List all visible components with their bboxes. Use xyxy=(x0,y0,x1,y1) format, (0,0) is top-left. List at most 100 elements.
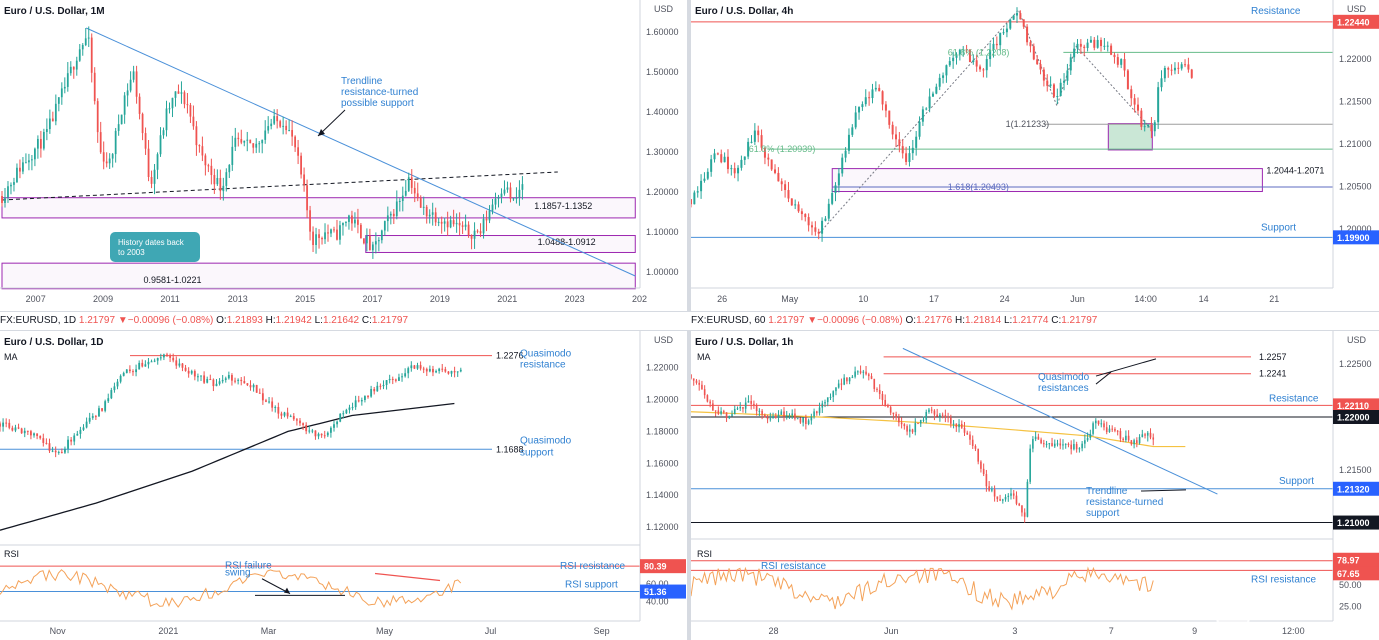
monthly-candle xyxy=(141,113,144,134)
h1-trendline-label: support xyxy=(1086,508,1120,519)
h4-candle xyxy=(1009,19,1012,29)
monthly-candle xyxy=(374,241,377,245)
daily-candle xyxy=(246,383,249,386)
monthly-candle xyxy=(321,238,323,240)
h1-candle xyxy=(1007,495,1010,498)
h1-candle xyxy=(733,409,736,415)
h1-candle xyxy=(1012,493,1015,496)
h1-candle xyxy=(1053,443,1056,447)
daily-candle xyxy=(30,431,32,436)
daily-candle xyxy=(94,416,97,418)
daily-candle xyxy=(286,412,289,417)
daily-rsi-support-price-tag xyxy=(640,584,686,599)
chart-1h[interactable]: MA 1.2257 1.2241 Quasimodo resistances Trendl… xyxy=(691,331,1379,640)
h4-candle xyxy=(831,193,834,204)
high-label: H: xyxy=(955,315,965,326)
h4-resistance-label: Resistance xyxy=(1251,6,1301,17)
monthly-candle xyxy=(404,190,407,196)
h1-candle xyxy=(744,402,747,409)
symbol-label[interactable]: FX:EURUSD, 1D xyxy=(0,315,77,326)
monthly-candle xyxy=(407,177,410,191)
h1-candle xyxy=(1056,443,1059,445)
h4-candle xyxy=(895,134,898,140)
h1-x-tick: 9 xyxy=(1192,626,1197,636)
daily-candle xyxy=(302,423,304,425)
monthly-chart-svg: 1.1857-1.1352 1.0488-1.0912 0.9581-1.0221 T… xyxy=(0,0,687,311)
chart-4h[interactable]: 1.2044-1.2071 61.8% (1.2208) 61.8% (1.2093… xyxy=(691,0,1379,311)
monthly-candle xyxy=(165,108,168,131)
daily-candle xyxy=(311,430,314,432)
h4-candle xyxy=(774,169,777,173)
h1-candle xyxy=(813,411,815,417)
h4-zone xyxy=(831,168,1263,193)
h4-candle xyxy=(1015,13,1018,16)
h4-support-price-tag-text: 1.19900 xyxy=(1337,233,1370,243)
h4-resistance-price-tag-text: 1.22440 xyxy=(1337,17,1370,27)
monthly-candle xyxy=(39,138,42,149)
daily-candle xyxy=(367,396,369,398)
monthly-candle xyxy=(102,152,105,162)
h1-candle xyxy=(908,429,911,432)
monthly-candle xyxy=(512,198,515,200)
h1-candle xyxy=(1144,434,1146,436)
h1-candle xyxy=(764,414,766,418)
h1-candle xyxy=(1114,428,1116,431)
h1-candle xyxy=(848,377,851,382)
h1-level-price-tag-text: 1.22110 xyxy=(1337,401,1369,411)
monthly-trendline-note: possible support xyxy=(341,98,414,109)
h4-candle xyxy=(763,147,766,158)
monthly-candle xyxy=(156,154,159,170)
h1-candle xyxy=(712,403,714,411)
h4-candle xyxy=(1002,32,1005,34)
chart-daily[interactable]: 1.2276 1.1688 Quasimodo resistance Quasimodo… xyxy=(0,331,687,640)
h4-candle xyxy=(743,156,746,160)
monthly-zone-label: 1.0488-1.0912 xyxy=(538,237,596,247)
monthly-x-tick: 2021 xyxy=(497,294,517,304)
h4-candle xyxy=(962,49,965,51)
h4-candle xyxy=(1049,84,1052,86)
h1-x-tick: 3 xyxy=(1012,626,1017,636)
h1-candle xyxy=(717,410,720,414)
h4-candle xyxy=(979,66,982,70)
h4-candle xyxy=(844,150,847,158)
monthly-candle xyxy=(16,167,18,183)
h4-candle xyxy=(911,147,914,154)
h4-candle xyxy=(898,139,901,147)
daily-candle xyxy=(450,371,453,374)
daily-candle xyxy=(54,450,57,453)
daily-candle xyxy=(336,421,339,425)
daily-candle xyxy=(394,379,397,381)
daily-candle xyxy=(159,357,162,359)
h1-level-price-tag-text: 1.22000 xyxy=(1337,413,1370,423)
h4-candle xyxy=(1029,42,1032,47)
h4-candle xyxy=(814,227,817,232)
symbol-label[interactable]: FX:EURUSD, 60 xyxy=(691,315,766,326)
daily-candle xyxy=(119,375,122,382)
h1-candle xyxy=(728,415,731,419)
h1-candle xyxy=(993,489,996,497)
daily-candle xyxy=(150,361,153,363)
h4-candle xyxy=(928,96,931,109)
h1-candle xyxy=(840,383,843,385)
h4-candle xyxy=(750,141,753,143)
monthly-candle xyxy=(264,130,267,140)
chart-monthly[interactable]: 1.1857-1.1352 1.0488-1.0912 0.9581-1.0221 T… xyxy=(0,0,687,311)
h1-candle xyxy=(1015,495,1018,504)
h4-currency: USD xyxy=(1347,4,1367,14)
h1-candle xyxy=(794,413,796,419)
h4-candle xyxy=(817,231,820,234)
daily-candle xyxy=(45,442,48,444)
h4-candle xyxy=(1019,13,1022,20)
h1-candle xyxy=(1105,427,1108,433)
daily-candle xyxy=(295,419,298,421)
monthly-candle xyxy=(114,130,117,155)
wikifx-watermark: WikiFX xyxy=(1215,588,1365,632)
h1-candle xyxy=(692,378,695,381)
daily-title: Euro / U.S. Dollar, 1D xyxy=(4,337,103,348)
monthly-candle xyxy=(419,198,422,208)
h1-quasimodo-arrow xyxy=(1095,371,1112,385)
h1-level-value: 1.2257 xyxy=(1259,352,1287,362)
daily-candle xyxy=(261,393,264,401)
daily-candle xyxy=(203,375,206,383)
h4-support-price-tag xyxy=(1333,230,1379,245)
